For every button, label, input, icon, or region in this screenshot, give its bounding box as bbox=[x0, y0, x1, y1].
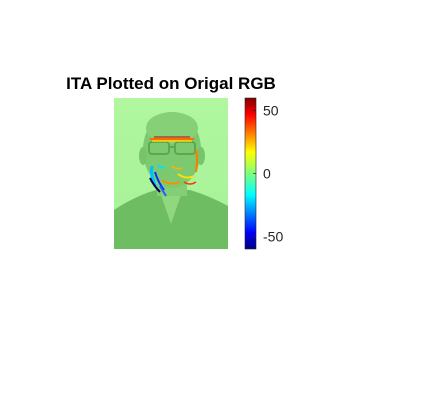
ita-overlay bbox=[149, 136, 198, 197]
chart-title: ITA Plotted on Origal RGB bbox=[66, 74, 276, 93]
colorbar-ticks: 50 0 -50 bbox=[253, 103, 283, 244]
colorbar-tick-label: 0 bbox=[263, 166, 271, 182]
ita-image-panel bbox=[114, 98, 228, 249]
colorbar: 50 0 -50 bbox=[244, 97, 283, 250]
colorbar-tick-label: -50 bbox=[263, 228, 283, 244]
colorbar-tick-label: 50 bbox=[263, 103, 279, 119]
